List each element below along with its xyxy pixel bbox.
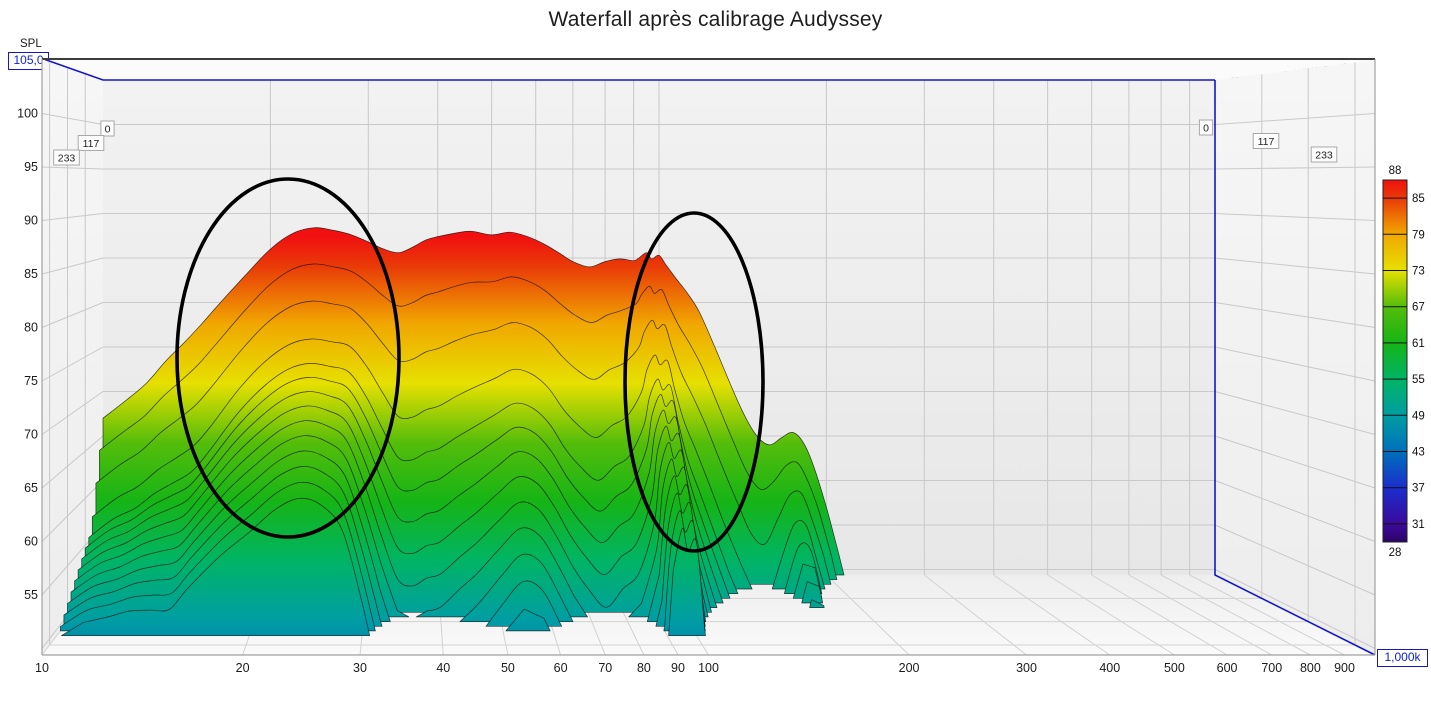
plot-frame	[41, 58, 1376, 656]
x-axis-tick-label: 90	[671, 661, 685, 675]
top-face	[42, 60, 1375, 80]
y-axis-tick-label: 65	[24, 481, 38, 495]
freq-max-box[interactable]: 1,000k	[1377, 649, 1428, 667]
colorbar-bottom-label: 28	[1389, 547, 1402, 559]
x-axis-tick-label: 40	[436, 661, 450, 675]
x-axis-tick-label: 30	[353, 661, 367, 675]
slice-time-label: 233	[58, 152, 76, 164]
slice-time-box	[53, 149, 80, 166]
colorbar-tick-label: 37	[1412, 483, 1425, 495]
x-axis-tick-label: 50	[501, 661, 515, 675]
colorbar-tick-label: 73	[1412, 266, 1425, 278]
colorbar-tick-label: 61	[1412, 338, 1425, 350]
y-axis-tick-label: 70	[24, 428, 38, 442]
slice-time-box	[1310, 146, 1338, 163]
x-axis-tick-label: 300	[1016, 661, 1037, 675]
y-axis-tick-label: 90	[24, 214, 38, 228]
colorbar-tick-label: 85	[1412, 193, 1425, 205]
left-wall	[42, 60, 103, 655]
x-axis-tick-label: 800	[1300, 661, 1321, 675]
y-axis-tick-label: 55	[24, 588, 38, 602]
x-axis-labels: 10 20 30 40 50 60 70 80 90 100 200 300 400 500 600 700 8…	[35, 661, 1355, 675]
slice-time-label: 0	[1203, 122, 1209, 134]
slice-time-box	[1252, 133, 1280, 149]
colorbar-top-label: 88	[1389, 165, 1402, 177]
x-axis-tick-label: 200	[899, 661, 920, 675]
annotation-ellipse	[175, 177, 401, 539]
slice-time-label: 233	[1315, 149, 1333, 161]
slice-time-box	[77, 135, 105, 151]
page-title: Waterfall après calibrage Audyssey	[548, 8, 883, 31]
waterfall-surface	[60, 227, 845, 636]
axis-limit-highlight	[44, 58, 1376, 656]
x-axis-tick-label: 100	[698, 661, 719, 675]
colorbar-tick-label: 79	[1412, 229, 1425, 241]
slice-time-box	[100, 120, 115, 137]
x-axis-tick-label: 600	[1217, 661, 1238, 675]
y-axis-tick-label: 60	[24, 535, 38, 549]
x-axis-tick-label: 500	[1164, 661, 1185, 675]
colorbar-tick-label: 55	[1412, 374, 1425, 386]
x-axis-tick-label: 80	[637, 661, 651, 675]
slice-time-label: 117	[83, 138, 100, 150]
x-axis-tick-label: 700	[1261, 661, 1282, 675]
y-axis-tick-label: 100	[17, 107, 38, 121]
slice-time-label: 117	[1258, 136, 1275, 148]
right-wall	[1215, 60, 1375, 655]
colorbar-tick-label: 31	[1412, 519, 1425, 531]
slice-time-label: 0	[105, 123, 111, 135]
y-axis-tick-label: 80	[24, 321, 38, 335]
x-axis-tick-label: 20	[236, 661, 250, 675]
x-axis-tick-label: 900	[1334, 661, 1355, 675]
time-axis-labels: 0 117 233 0 117 233	[53, 119, 1338, 166]
colorbar: 88 28 85 79 73 67 61 55 49 43 37 31	[1382, 165, 1425, 559]
legend-footer: ✓ LFE Audyssey dB	[0, 682, 1431, 706]
y-axis-tick-label: 95	[24, 160, 38, 174]
spl-axis-label: SPL	[20, 38, 42, 50]
x-axis-tick-label: 10	[35, 661, 49, 675]
x-axis-tick-label: 70	[598, 661, 612, 675]
x-axis-tick-label: 60	[554, 661, 568, 675]
slice-time-box	[1198, 119, 1214, 136]
y-axis-labels: 100 95 90 85 80 75 70 65 60 55	[17, 107, 38, 603]
y-axis-tick-label: 85	[24, 267, 38, 281]
colorbar-tick-label: 49	[1412, 410, 1425, 422]
y-axis-tick-label: 75	[24, 374, 38, 388]
colorbar-gradient	[1382, 179, 1408, 543]
colorbar-tick-label: 43	[1412, 447, 1425, 459]
annotation-ellipse	[623, 211, 765, 553]
x-axis-tick-label: 400	[1099, 661, 1120, 675]
colorbar-tick-label: 67	[1412, 302, 1425, 314]
annotations	[175, 177, 765, 553]
